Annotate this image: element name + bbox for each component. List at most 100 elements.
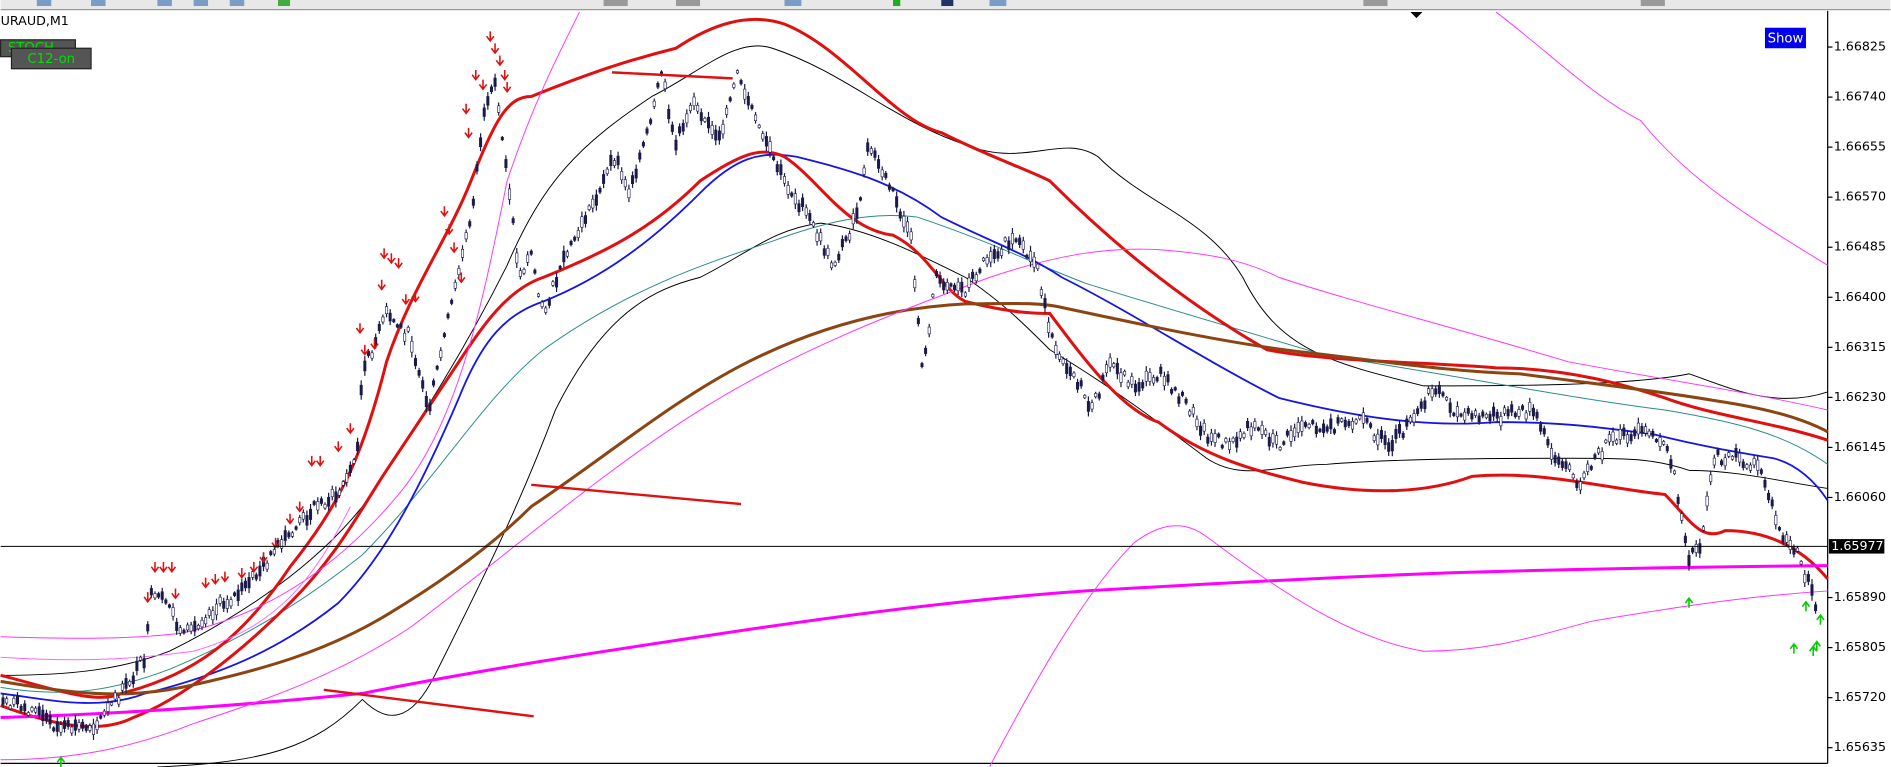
candle-body xyxy=(1792,547,1796,555)
candles xyxy=(1,69,1818,740)
candle-body xyxy=(12,698,16,705)
c12-button[interactable] xyxy=(10,47,92,70)
candle-body xyxy=(272,549,276,555)
candle-body xyxy=(728,97,732,102)
candle-body xyxy=(1351,420,1355,430)
candle-body xyxy=(428,402,432,412)
candle-body xyxy=(1253,421,1257,429)
candle-body xyxy=(978,268,982,273)
candle-body xyxy=(634,168,638,179)
sell-arrow xyxy=(334,441,343,453)
sell-arrow xyxy=(346,423,355,435)
candle-body xyxy=(139,656,143,661)
ma-red xyxy=(0,17,1829,699)
candle-body xyxy=(1408,416,1412,423)
candle-body xyxy=(1796,547,1800,552)
candle-body xyxy=(229,599,233,607)
candle-body xyxy=(605,168,609,174)
candle-body xyxy=(1759,469,1763,474)
candle-body xyxy=(1492,406,1496,417)
candle-body xyxy=(764,136,768,147)
candle-body xyxy=(504,159,508,169)
candle-body xyxy=(1723,457,1727,467)
candle-body xyxy=(1549,448,1554,460)
candle-body xyxy=(609,154,613,166)
candle-body xyxy=(1119,372,1123,383)
candle-body xyxy=(1000,248,1004,256)
candle-body xyxy=(1256,427,1260,431)
candle-body xyxy=(37,706,41,716)
candle-body xyxy=(631,175,635,185)
sell-arrow xyxy=(271,537,280,549)
c12-button-label[interactable]: C12-on xyxy=(27,52,75,67)
candle-body xyxy=(1173,387,1177,391)
candle-body xyxy=(1658,437,1662,447)
candle-body xyxy=(667,108,671,120)
candle-body xyxy=(1517,409,1521,417)
candle-body xyxy=(1683,535,1687,544)
tick-label: 1.66485 xyxy=(1834,239,1886,254)
candle-body xyxy=(453,282,457,289)
candle-body xyxy=(102,710,106,716)
candle-body xyxy=(1112,363,1116,368)
sell-arrow xyxy=(307,455,317,467)
candle-body xyxy=(772,156,776,161)
candle-body xyxy=(316,501,320,511)
candle-body xyxy=(833,261,837,266)
candle-body xyxy=(1025,254,1029,259)
candle-body xyxy=(1647,430,1651,437)
candle-body xyxy=(1738,452,1742,463)
candle-body xyxy=(1199,425,1203,436)
candle-body xyxy=(779,164,783,176)
candle-body xyxy=(612,160,616,166)
candle-body xyxy=(1126,381,1130,388)
candle-body xyxy=(1032,256,1036,268)
candle-body xyxy=(1336,417,1340,424)
candle-body xyxy=(804,207,808,216)
candle-body xyxy=(627,188,631,199)
candle-body xyxy=(247,577,251,589)
show-button[interactable] xyxy=(1764,27,1806,49)
candle-body xyxy=(1155,377,1159,382)
candle-body xyxy=(1578,481,1582,491)
candle-body xyxy=(1506,409,1510,417)
candle-body xyxy=(1311,420,1315,425)
candle-body xyxy=(717,130,721,141)
candle-body xyxy=(70,726,74,734)
candle-body xyxy=(1720,460,1724,465)
candle-body xyxy=(591,198,595,209)
candle-body xyxy=(468,221,472,227)
candle-body xyxy=(189,624,193,632)
candle-body xyxy=(120,683,124,691)
candle-body xyxy=(319,498,323,504)
candle-body xyxy=(974,274,978,282)
candle-body xyxy=(1141,382,1145,389)
candle-body xyxy=(1123,371,1127,376)
candle-body xyxy=(500,136,504,141)
show-button-label[interactable]: Show xyxy=(1768,32,1804,47)
candle-body xyxy=(1372,435,1376,441)
candle-body xyxy=(1260,424,1264,435)
tick-label: 1.66825 xyxy=(1834,39,1886,54)
candle-body xyxy=(479,137,483,148)
candle-body xyxy=(942,281,946,291)
candle-body xyxy=(649,119,653,124)
candle-body xyxy=(1065,363,1069,374)
candle-body xyxy=(1209,432,1213,442)
candle-body xyxy=(450,299,454,304)
candle-body xyxy=(1597,448,1601,454)
candle-body xyxy=(1430,388,1434,398)
candle-body xyxy=(678,126,682,134)
candle-body xyxy=(1387,442,1391,452)
sell-arrow xyxy=(360,344,370,356)
candle-body xyxy=(1036,263,1040,270)
candle-body xyxy=(518,270,522,277)
candle-body xyxy=(1651,431,1655,437)
candle-body xyxy=(356,441,360,452)
candle-body xyxy=(1184,398,1188,404)
candle-body xyxy=(822,248,826,256)
candle-body xyxy=(1322,423,1326,434)
sell-arrow xyxy=(379,248,389,260)
candle-body xyxy=(1029,250,1033,263)
